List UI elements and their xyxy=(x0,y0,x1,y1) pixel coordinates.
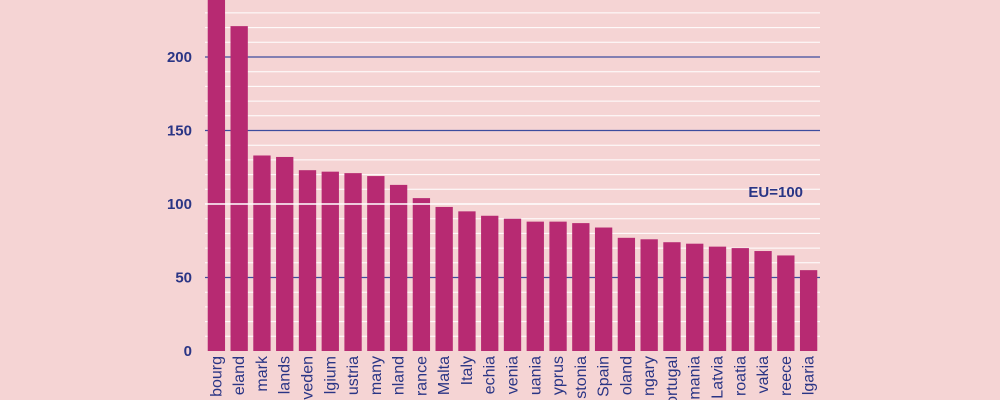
bar-veden xyxy=(298,170,317,351)
x-tick-label: Spain xyxy=(596,356,613,397)
bar-mania xyxy=(686,243,704,351)
x-tick-label: stonia xyxy=(573,356,590,399)
bar-ustria xyxy=(344,173,362,351)
x-tick-label: ustria xyxy=(345,356,362,395)
bar-reece xyxy=(777,255,795,351)
x-tick-label: venia xyxy=(505,356,522,394)
bar-Spain xyxy=(594,227,613,351)
x-tick-label: rance xyxy=(413,356,430,396)
x-tick-label: bourg xyxy=(208,356,225,397)
bar-eland xyxy=(230,26,248,351)
x-tick-label: mania xyxy=(687,356,704,400)
bar-nland xyxy=(389,184,408,351)
bar-bourg xyxy=(207,0,226,351)
bar-stonia xyxy=(572,223,590,351)
x-tick-label: uania xyxy=(527,356,544,395)
bar-vakia xyxy=(754,251,772,351)
x-tick-label: Italy xyxy=(459,356,476,385)
bar-roatia xyxy=(731,248,749,351)
x-tick-label: roatia xyxy=(732,356,749,396)
bars xyxy=(207,0,818,351)
x-axis-labels: bourg eland mark lands veden lgium ustria many n… xyxy=(208,355,817,400)
bar-lgium xyxy=(321,171,339,351)
y-tick-label: 200 xyxy=(167,49,192,66)
x-tick-label: lgaria xyxy=(801,356,818,395)
x-tick-label: Malta xyxy=(436,356,453,395)
bar-Malta xyxy=(435,206,453,351)
x-tick-label: ortugal xyxy=(664,356,681,400)
x-tick-label: oland xyxy=(618,356,635,395)
x-tick-label: echia xyxy=(482,356,499,394)
bar-ortugal xyxy=(663,242,681,351)
reference-line-label: EU=100 xyxy=(748,184,803,201)
x-tick-label: lands xyxy=(277,356,294,394)
y-tick-label: 0 xyxy=(184,343,192,360)
bar-lgaria xyxy=(799,270,818,351)
bar-venia xyxy=(503,218,522,351)
y-tick-label: 150 xyxy=(167,123,192,140)
bar-uania xyxy=(526,221,544,351)
bar-many xyxy=(367,176,385,351)
bar-yprus xyxy=(549,221,567,351)
y-tick-label: 100 xyxy=(167,196,192,213)
x-tick-label: veden xyxy=(300,356,317,400)
bar-oland xyxy=(617,237,636,351)
x-tick-label: nland xyxy=(391,356,408,395)
bar-lands xyxy=(276,156,294,351)
y-axis-ticks: 0 50 100 150 200 xyxy=(167,49,192,360)
x-tick-label: Latvia xyxy=(710,356,727,399)
y-tick-label: 50 xyxy=(175,270,192,287)
x-tick-label: eland xyxy=(231,356,248,395)
x-tick-label: yprus xyxy=(550,356,567,395)
bar-Italy xyxy=(458,211,476,351)
bar-mark xyxy=(253,155,271,351)
bar-echia xyxy=(481,215,499,351)
x-tick-label: many xyxy=(368,356,385,395)
x-tick-label: ngary xyxy=(641,356,658,396)
bar-rance xyxy=(412,198,431,351)
x-tick-label: vakia xyxy=(755,356,772,393)
x-tick-label: lgium xyxy=(322,356,339,394)
bar-ngary xyxy=(640,239,658,351)
x-tick-label: reece xyxy=(778,356,795,396)
bar-Latvia xyxy=(708,246,727,351)
x-tick-label: mark xyxy=(254,355,271,392)
